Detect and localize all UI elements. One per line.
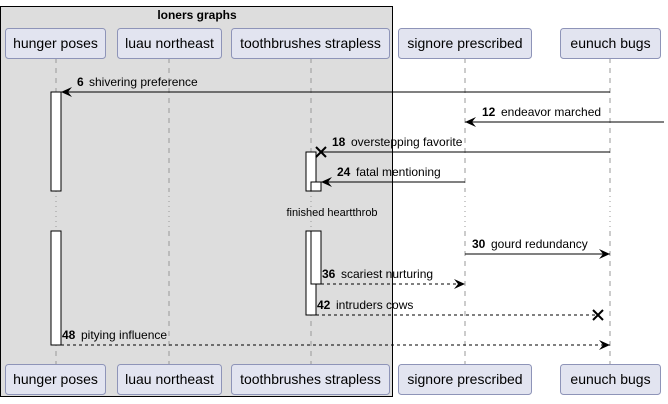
delay-label: finished heartthrob: [286, 207, 377, 219]
message-18: 18 overstepping favorite: [315, 135, 610, 158]
arrowhead-30: [599, 249, 610, 259]
participant-box-eunuch-top: [560, 28, 661, 59]
message-label-12: endeavor marched: [501, 105, 601, 119]
participant-box-luau-bottom: [117, 364, 222, 395]
message-label-36: scariest nurturing: [341, 267, 433, 281]
activation-bar-tooth-4: [310, 181, 322, 192]
group-box: [0, 6, 393, 397]
participant-label-luau-top: luau northeast: [125, 35, 214, 51]
message-36: 36 scariest nurturing: [321, 267, 465, 289]
activation-bar-hunger-0: [50, 91, 62, 192]
participant-box-hunger-top: [5, 28, 106, 59]
message-label-30: gourd redundancy: [491, 237, 588, 251]
participant-label-eunuch-bottom: eunuch bugs: [570, 371, 650, 387]
message-label-6: shivering preference: [89, 75, 198, 89]
message-number-30: 30: [472, 237, 486, 251]
message-number-42: 42: [317, 298, 331, 312]
message-number-18: 18: [332, 135, 346, 149]
participant-box-hunger-bottom: [5, 364, 106, 395]
message-number-24: 24: [337, 165, 351, 179]
participant-box-eunuch-bottom: [560, 364, 661, 395]
message-label-42: intruders cows: [336, 298, 413, 312]
message-48: 48 pitying influence: [61, 328, 610, 350]
group-title: loners graphs: [157, 8, 237, 22]
participant-label-signore-bottom: signore prescribed: [407, 371, 522, 387]
participant-box-tooth-top: [231, 28, 390, 59]
arrowhead-24: [321, 177, 332, 187]
message-number-48: 48: [62, 328, 76, 342]
participant-box-luau-top: [117, 28, 222, 59]
lost-cross-42: [592, 309, 604, 321]
message-6: 6 shivering preference: [61, 75, 610, 97]
participant-label-tooth-top: toothbrushes strapless: [240, 35, 381, 51]
participant-box-signore-top: [398, 28, 532, 59]
participant-label-hunger-top: hunger poses: [13, 35, 98, 51]
participant-box-tooth-bottom: [231, 364, 390, 395]
message-label-48: pitying influence: [81, 328, 167, 342]
message-number-36: 36: [322, 267, 336, 281]
message-42: 42 intruders cows: [316, 298, 604, 321]
participant-label-hunger-bottom: hunger poses: [13, 371, 98, 387]
message-12: 12 endeavor marched: [465, 105, 664, 127]
message-number-12: 12: [482, 105, 496, 119]
lost-cross-18: [315, 146, 327, 158]
participant-label-luau-bottom: luau northeast: [125, 371, 214, 387]
arrowhead-48: [599, 340, 610, 350]
participant-label-eunuch-top: eunuch bugs: [570, 35, 650, 51]
arrowhead-6: [61, 87, 72, 97]
activation-bar-tooth-5: [310, 230, 322, 285]
message-label-24: fatal mentioning: [356, 165, 441, 179]
participant-label-signore-top: signore prescribed: [407, 35, 522, 51]
participant-box-signore-bottom: [398, 364, 532, 395]
message-number-6: 6: [77, 75, 84, 89]
message-24: 24 fatal mentioning: [321, 165, 465, 187]
message-30: 30 gourd redundancy: [465, 237, 610, 259]
participant-label-tooth-bottom: toothbrushes strapless: [240, 371, 381, 387]
arrowhead-12: [465, 117, 476, 127]
activation-bar-hunger-1: [50, 230, 62, 346]
message-label-18: overstepping favorite: [351, 135, 463, 149]
arrowhead-36: [454, 279, 465, 289]
